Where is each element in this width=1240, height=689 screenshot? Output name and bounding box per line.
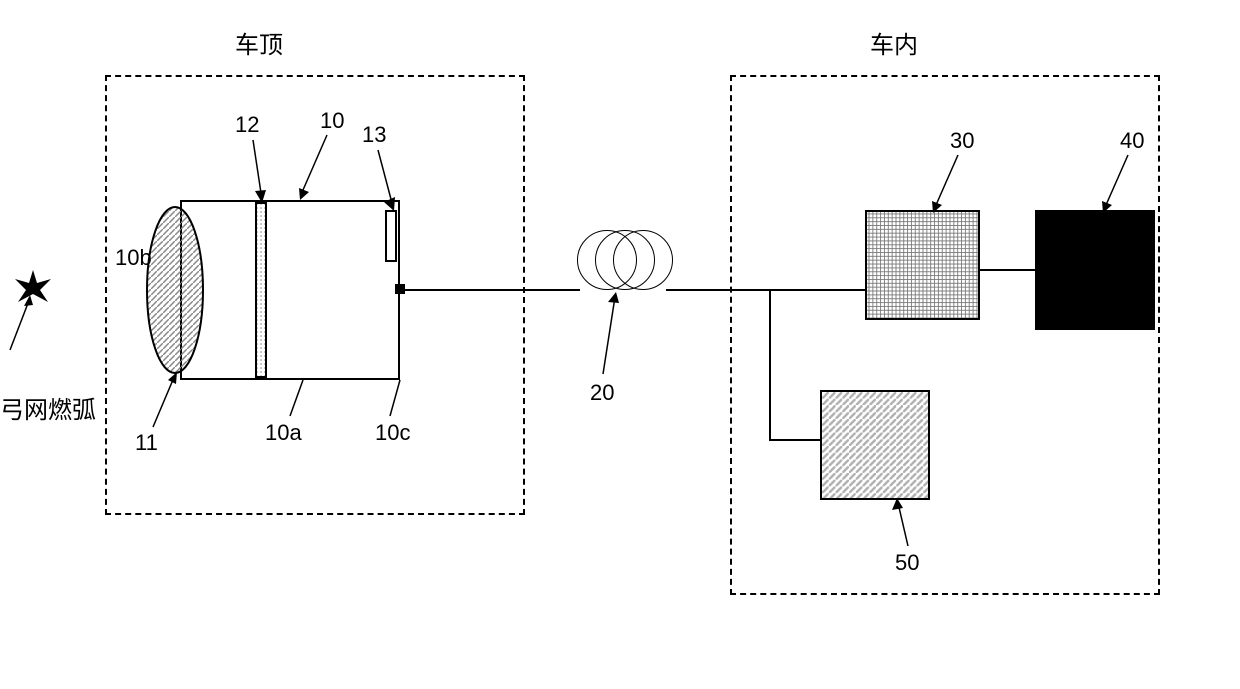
leader-12 — [245, 135, 275, 205]
interior-region-label: 车内 — [870, 25, 918, 60]
roof-region-label: 车顶 — [235, 25, 283, 60]
conn-30-40 — [980, 269, 1035, 271]
leader-40 — [1100, 150, 1140, 215]
collector-detector — [385, 210, 397, 262]
tap-horizontal — [769, 439, 820, 441]
label-30: 30 — [950, 128, 974, 154]
leader-10a — [285, 378, 320, 420]
box-40 — [1035, 210, 1155, 330]
fiber-line-2 — [666, 289, 866, 291]
fiber-line-1 — [405, 289, 580, 291]
leader-20 — [595, 292, 630, 380]
arc-source-label: 弓网燃弧 — [0, 390, 96, 425]
label-10b: 10b — [115, 245, 152, 271]
label-50: 50 — [895, 550, 919, 576]
box-30 — [865, 210, 980, 320]
leader-13 — [370, 145, 405, 215]
arc-arrow-icon — [0, 295, 50, 375]
collector-filter — [255, 202, 267, 378]
leader-10c — [385, 378, 420, 420]
label-10: 10 — [320, 108, 344, 134]
fiber-port — [395, 284, 405, 294]
label-13: 13 — [362, 122, 386, 148]
leader-30 — [930, 150, 970, 215]
leader-10 — [295, 130, 340, 205]
label-40: 40 — [1120, 128, 1144, 154]
leader-11 — [145, 372, 185, 430]
diagram-container: 车顶 车内 弓网燃弧 — [0, 0, 1240, 689]
tap-vertical — [769, 290, 771, 440]
collector-lens — [145, 205, 205, 375]
label-12: 12 — [235, 112, 259, 138]
collector-body — [180, 200, 400, 380]
label-20: 20 — [590, 380, 614, 406]
box-50 — [820, 390, 930, 500]
label-10c: 10c — [375, 420, 410, 446]
leader-50 — [890, 498, 920, 550]
label-11: 11 — [135, 430, 158, 456]
label-10a: 10a — [265, 420, 302, 446]
